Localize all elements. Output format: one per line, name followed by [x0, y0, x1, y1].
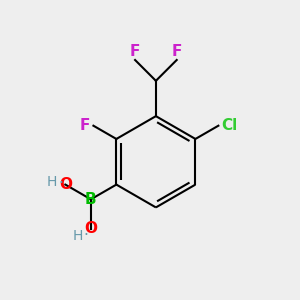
Text: B: B [85, 192, 97, 207]
Text: F: F [130, 44, 140, 59]
Text: O: O [84, 221, 98, 236]
Text: Cl: Cl [221, 118, 238, 133]
Text: ·: · [83, 228, 88, 243]
Text: ·: · [58, 176, 63, 190]
Text: F: F [172, 44, 182, 59]
Text: F: F [80, 118, 91, 133]
Text: H: H [72, 229, 83, 243]
Text: O: O [59, 177, 72, 192]
Text: H: H [47, 175, 57, 189]
